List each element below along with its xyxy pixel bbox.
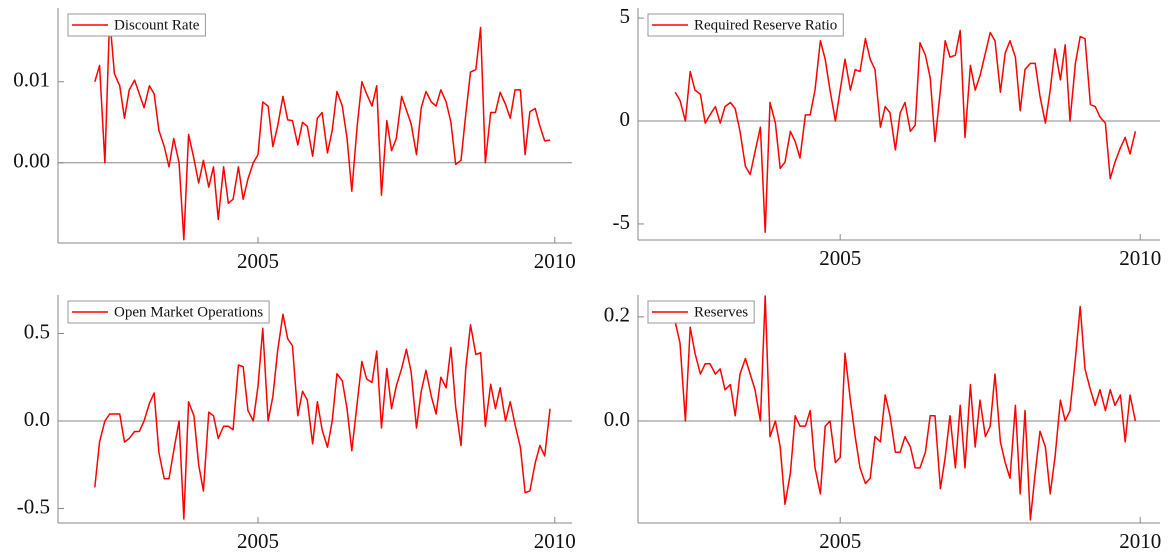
panel: -5 0 5 2005 2010 Required Reserve Ratio [613,4,1162,270]
y-tick-label: -5 [613,210,631,234]
panel: -0.5 0.0 0.5 2005 2010 Open Market Operations [17,295,576,553]
x-tick-label: 2010 [1119,529,1161,553]
legend-label: Required Reserve Ratio [694,17,837,33]
x-tick-label: 2010 [534,529,576,553]
legend-box [647,13,844,37]
y-tick-label: 0 [620,107,631,131]
x-tick-label: 2005 [819,246,861,270]
x-tick-label: 2005 [237,529,279,553]
y-tick-label: 0.01 [13,68,50,92]
legend-box [67,300,270,324]
panel: 0.00 0.01 2005 2010 Discount Rate [13,8,576,273]
x-tick-label: 2005 [237,249,279,273]
legend: Reserves [647,300,755,324]
x-tick-label: 2010 [1119,246,1161,270]
y-tick-label: -0.5 [17,494,50,518]
y-tick-label: 0.0 [24,407,50,431]
data-line [94,16,551,241]
legend: Required Reserve Ratio [647,13,844,37]
legend-label: Open Market Operations [114,304,263,320]
panel: 0.0 0.2 2005 2010 Reserves [604,295,1161,553]
y-tick-label: 0.0 [604,407,630,431]
x-tick-label: 2010 [534,249,576,273]
y-tick-label: 0.00 [13,149,50,173]
legend-label: Reserves [694,304,748,320]
legend-box [647,300,755,324]
legend-label: Discount Rate [114,17,200,33]
data-line [674,295,1137,521]
y-tick-label: 0.5 [24,319,50,343]
x-tick-label: 2005 [819,529,861,553]
legend: Open Market Operations [67,300,270,324]
legend: Discount Rate [67,13,206,37]
data-line [674,29,1137,233]
data-line [94,313,551,520]
legend-box [67,13,206,37]
y-tick-label: 0.2 [604,303,630,327]
y-tick-label: 5 [620,4,631,28]
